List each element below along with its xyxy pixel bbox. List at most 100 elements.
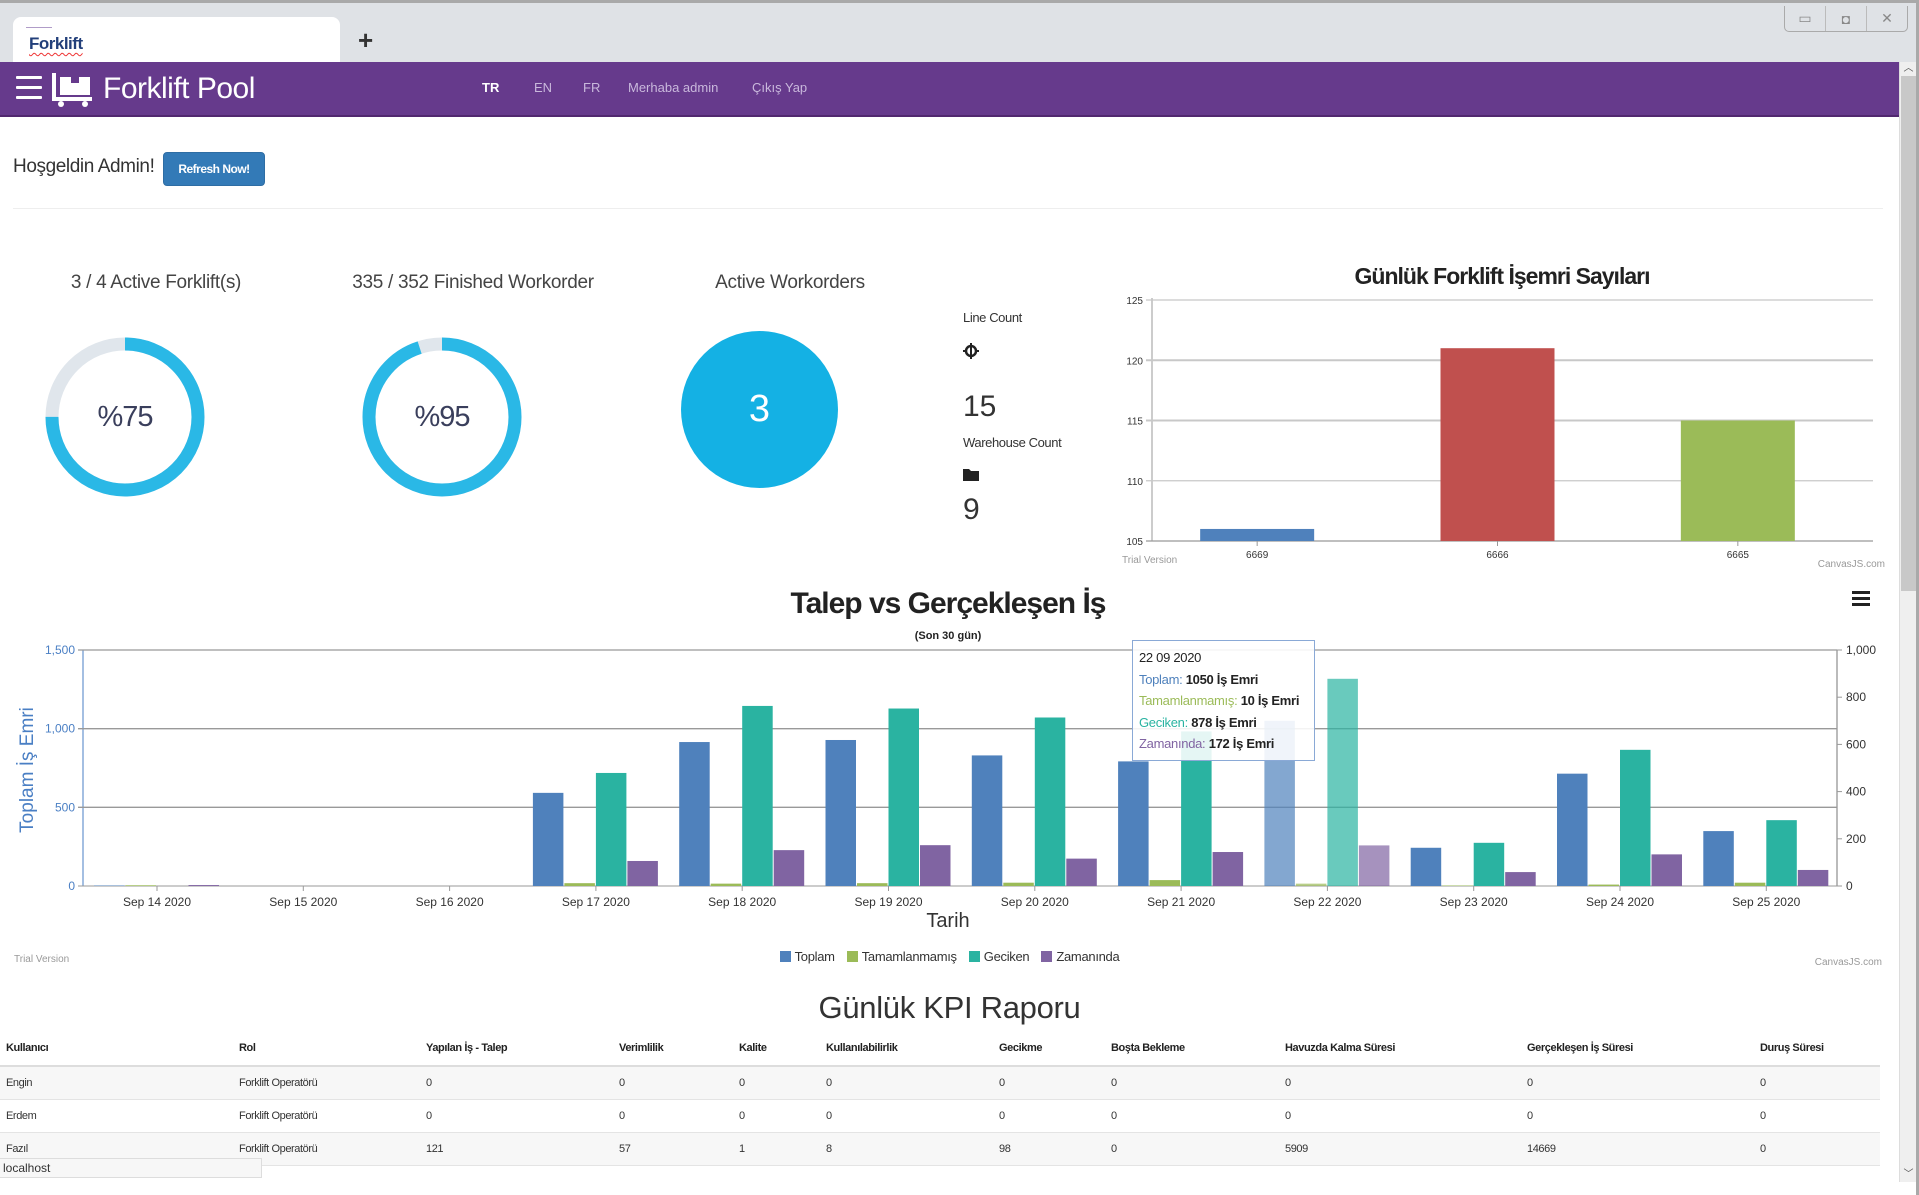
bar-6665[interactable]	[1680, 420, 1795, 542]
logout-link[interactable]: Çıkış Yap	[752, 80, 808, 95]
x-tick-label: 6665	[1727, 550, 1750, 561]
bar-Geciken-Sep 19 2020[interactable]	[888, 708, 920, 886]
table-cell: 0	[1521, 1099, 1754, 1133]
page-scrollbar[interactable]: ︿ ﹀	[1899, 62, 1916, 1182]
table-cell: 0	[1521, 1066, 1754, 1100]
legend-item-zamaninda[interactable]: Zamanında	[1041, 949, 1120, 964]
lang-tr-link[interactable]: TR	[482, 80, 500, 95]
lang-en-link[interactable]: EN	[534, 80, 553, 95]
column-header[interactable]: Havuzda Kalma Süresi	[1279, 1030, 1521, 1067]
bar-Zamanında-Sep 24 2020[interactable]	[1651, 854, 1683, 886]
column-header[interactable]: Gerçekleşen İş Süresi	[1521, 1030, 1754, 1067]
legend-item-geciken[interactable]: Geciken	[968, 949, 1030, 964]
bar-Tamamlanmamış-Sep 18 2020[interactable]	[710, 883, 742, 886]
column-header[interactable]: Kullanıcı	[0, 1030, 233, 1067]
bar-Zamanında-Sep 14 2020[interactable]	[188, 885, 220, 886]
legend-item-toplam[interactable]: Toplam	[779, 949, 835, 964]
column-header[interactable]: Boşta Bekleme	[1105, 1030, 1279, 1067]
y-tick-label: 120	[1126, 356, 1143, 367]
demand-vs-actual-chart: Talep vs Gerçekleşen İş (Son 30 gün) 0 50…	[14, 587, 1882, 968]
tooltip-label: Zamanında:	[1139, 736, 1206, 751]
legend-label: Tamamlanmamış	[861, 949, 957, 964]
bar-Zamanında-Sep 19 2020[interactable]	[920, 845, 951, 886]
browser-tab[interactable]: Forklift	[13, 17, 340, 65]
bar-Tamamlanmamış-Sep 24 2020[interactable]	[1588, 884, 1620, 886]
canvasjs-watermark: CanvasJS.com	[1818, 559, 1885, 570]
column-header[interactable]: Verimlilik	[613, 1030, 733, 1067]
warehouse-count-label: Warehouse Count	[963, 435, 1062, 450]
trial-watermark: Trial Version	[1122, 555, 1177, 566]
bar-Zamanında-Sep 22 2020[interactable]	[1358, 845, 1390, 886]
browser-tab-bar: Forklift + ▭ ◘ ✕	[0, 0, 1919, 65]
scroll-down-icon[interactable]: ﹀	[1903, 1169, 1914, 1180]
bar-6666[interactable]	[1440, 348, 1555, 541]
bar-Tamamlanmamış-Sep 14 2020[interactable]	[125, 885, 157, 886]
scroll-up-icon[interactable]: ︿	[1903, 63, 1914, 74]
table-cell: 0	[613, 1099, 733, 1133]
greeting-link[interactable]: Merhaba admin	[628, 80, 719, 95]
bar-Geciken-Sep 17 2020[interactable]	[595, 772, 627, 886]
tooltip-label: Tamamlanmamış:	[1139, 693, 1238, 708]
bar-Tamamlanmamış-Sep 21 2020[interactable]	[1149, 880, 1181, 886]
tab-title: Forklift	[29, 34, 83, 53]
bar-Toplam-Sep 24 2020[interactable]	[1557, 773, 1588, 886]
scrollbar-thumb[interactable]	[1901, 76, 1916, 591]
legend-item-tamamlanmamis[interactable]: Tamamlanmamış	[846, 949, 957, 964]
column-header[interactable]: Kalite	[733, 1030, 820, 1067]
column-header[interactable]: Duruş Süresi	[1754, 1030, 1880, 1067]
column-header[interactable]: Rol	[233, 1030, 420, 1067]
table-cell: 0	[420, 1099, 613, 1133]
close-icon[interactable]: ✕	[1866, 6, 1907, 31]
tooltip-value: 1050 İş Emri	[1185, 671, 1259, 687]
bar-Zamanında-Sep 25 2020[interactable]	[1797, 869, 1829, 886]
plus-icon[interactable]: +	[358, 25, 374, 55]
table-cell: 0	[1105, 1099, 1279, 1133]
bar-Zamanında-Sep 23 2020[interactable]	[1505, 872, 1536, 886]
bar-Toplam-Sep 25 2020[interactable]	[1703, 831, 1734, 886]
hamburger-menu-icon[interactable]	[1852, 591, 1870, 608]
active-workorders-circle: 3	[681, 331, 838, 488]
lang-fr-link[interactable]: FR	[583, 80, 601, 95]
y-tick-label: 125	[1126, 296, 1143, 307]
column-header[interactable]: Gecikme	[993, 1030, 1105, 1067]
bar-Geciken-Sep 25 2020[interactable]	[1766, 820, 1797, 886]
bar-6669[interactable]	[1200, 528, 1315, 541]
bar-Tamamlanmamış-Sep 22 2020[interactable]	[1295, 883, 1327, 886]
tooltip-value: 172 İş Emri	[1208, 736, 1275, 751]
bar-Geciken-Sep 18 2020[interactable]	[742, 705, 773, 886]
bar-Toplam-Sep 17 2020[interactable]	[532, 792, 564, 886]
bar-Tamamlanmamış-Sep 19 2020[interactable]	[857, 883, 888, 886]
bar-Tamamlanmamış-Sep 17 2020[interactable]	[564, 883, 595, 886]
brand-title[interactable]: Forklift Pool	[103, 72, 255, 105]
table-cell: 1	[733, 1132, 820, 1166]
minimize-icon[interactable]: ▭	[1798, 10, 1812, 26]
folder-icon	[963, 469, 979, 481]
bar-Zamanında-Sep 21 2020[interactable]	[1212, 852, 1244, 886]
bar-Toplam-Sep 20 2020[interactable]	[971, 755, 1003, 886]
bar-Geciken-Sep 24 2020[interactable]	[1620, 749, 1651, 886]
refresh-button[interactable]: Refresh Now!	[163, 152, 265, 186]
table-cell: 0	[820, 1099, 993, 1133]
legend-swatch	[1041, 951, 1053, 962]
tooltip-value: 10 İş Emri	[1240, 693, 1300, 708]
column-header[interactable]: Yapılan İş - Talep	[420, 1030, 613, 1067]
bar-Toplam-Sep 21 2020[interactable]	[1118, 761, 1149, 886]
bar-Geciken-Sep 22 2020[interactable]	[1327, 678, 1358, 886]
bar-Zamanında-Sep 18 2020[interactable]	[773, 850, 805, 886]
bar-Tamamlanmamış-Sep 20 2020[interactable]	[1003, 882, 1034, 886]
chart-title: Talep vs Gerçekleşen İş	[791, 587, 1106, 620]
bar-Geciken-Sep 23 2020[interactable]	[1473, 842, 1505, 886]
bar-Toplam-Sep 19 2020[interactable]	[825, 739, 857, 886]
bar-Toplam-Sep 23 2020[interactable]	[1410, 847, 1442, 886]
legend-swatch	[846, 951, 858, 962]
bar-Zamanında-Sep 20 2020[interactable]	[1066, 858, 1097, 886]
bar-Zamanında-Sep 17 2020[interactable]	[627, 860, 658, 886]
restore-icon[interactable]: ◘	[1825, 6, 1866, 31]
bar-Tamamlanmamış-Sep 25 2020[interactable]	[1734, 882, 1766, 886]
hamburger-icon[interactable]	[16, 76, 42, 100]
legend-label: Zamanında	[1056, 949, 1120, 964]
bar-Geciken-Sep 20 2020[interactable]	[1034, 717, 1066, 886]
column-header[interactable]: Kullanılabilirlik	[820, 1030, 993, 1067]
table-cell: Forklift Operatörü	[233, 1132, 420, 1166]
bar-Toplam-Sep 18 2020[interactable]	[679, 742, 710, 886]
